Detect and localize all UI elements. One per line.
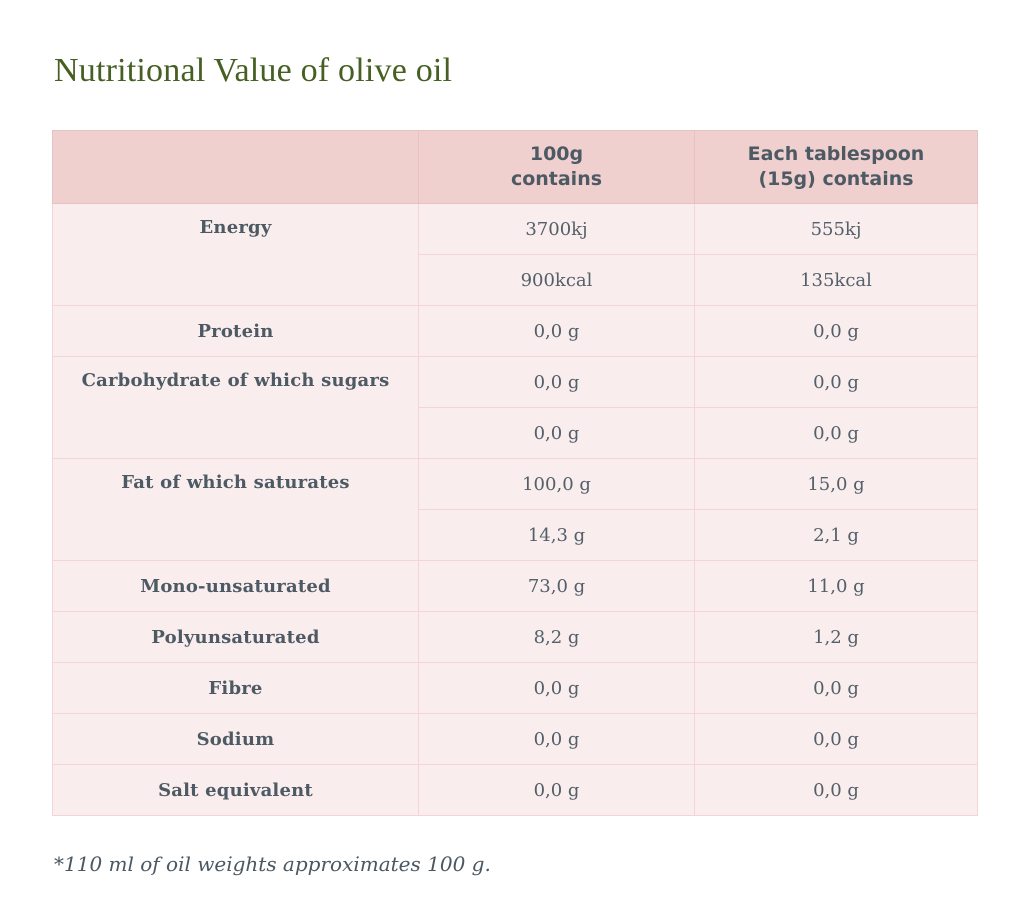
table-header-row: 100g contains Each tablespoon (15g) cont… bbox=[52, 130, 978, 204]
energy-tbsp-kj: 555kj bbox=[694, 203, 978, 255]
mono-tbsp: 11,0 g bbox=[694, 560, 978, 612]
row-label-carbohydrate: Carbohydrate of which sugars bbox=[52, 356, 419, 459]
table-row-protein: Protein 0,0 g 0,0 g bbox=[52, 305, 978, 357]
header-tablespoon-line2: (15g) contains bbox=[758, 168, 914, 190]
header-100g-line2: contains bbox=[510, 168, 603, 190]
protein-100g: 0,0 g bbox=[418, 305, 695, 357]
table-row-carbohydrate-sugars: 0,0 g 0,0 g bbox=[53, 407, 978, 459]
fat-saturates-tbsp: 2,1 g bbox=[694, 509, 978, 561]
table-row-salt: Salt equivalent 0,0 g 0,0 g bbox=[52, 764, 978, 816]
table-row-fat-saturates: 14,3 g 2,1 g bbox=[53, 509, 978, 561]
row-label-energy: Energy bbox=[52, 203, 419, 306]
poly-tbsp: 1,2 g bbox=[694, 611, 978, 663]
fat-tbsp: 15,0 g bbox=[694, 458, 978, 510]
table-row-sodium: Sodium 0,0 g 0,0 g bbox=[52, 713, 978, 765]
nutrition-table: 100g contains Each tablespoon (15g) cont… bbox=[52, 130, 978, 816]
header-100g-line1: 100g bbox=[529, 142, 584, 165]
footnote: *110 ml of oil weights approximates 100 … bbox=[54, 852, 491, 876]
carb-100g: 0,0 g bbox=[418, 356, 695, 408]
energy-100g-kcal: 900kcal bbox=[418, 254, 695, 306]
energy-100g-kj: 3700kj bbox=[418, 203, 695, 255]
protein-tbsp: 0,0 g bbox=[694, 305, 978, 357]
fibre-100g: 0,0 g bbox=[418, 662, 695, 714]
page-title: Nutritional Value of olive oil bbox=[54, 52, 453, 89]
row-label-monounsaturated: Mono-unsaturated bbox=[52, 560, 419, 612]
carb-tbsp: 0,0 g bbox=[694, 356, 978, 408]
table-row-fat: Fat of which saturates 100,0 g 15,0 g bbox=[52, 458, 978, 561]
salt-tbsp: 0,0 g bbox=[694, 764, 978, 816]
row-label-protein: Protein bbox=[52, 305, 419, 357]
mono-100g: 73,0 g bbox=[418, 560, 695, 612]
energy-tbsp-kcal: 135kcal bbox=[694, 254, 978, 306]
fat-saturates-100g: 14,3 g bbox=[418, 509, 695, 561]
header-tablespoon-line1: Each tablespoon bbox=[747, 142, 925, 165]
table-row-fibre: Fibre 0,0 g 0,0 g bbox=[52, 662, 978, 714]
carb-sugars-tbsp: 0,0 g bbox=[694, 407, 978, 459]
table-row-energy: Energy 3700kj 555kj bbox=[52, 203, 978, 306]
header-100g-cell: 100g contains bbox=[418, 130, 695, 204]
carb-sugars-100g: 0,0 g bbox=[418, 407, 695, 459]
row-label-fibre: Fibre bbox=[52, 662, 419, 714]
row-label-sodium: Sodium bbox=[52, 713, 419, 765]
header-blank-cell bbox=[52, 130, 419, 204]
table-row-polyunsaturated: Polyunsaturated 8,2 g 1,2 g bbox=[52, 611, 978, 663]
sodium-100g: 0,0 g bbox=[418, 713, 695, 765]
row-label-salt: Salt equivalent bbox=[52, 764, 419, 816]
fibre-tbsp: 0,0 g bbox=[694, 662, 978, 714]
table-row-monounsaturated: Mono-unsaturated 73,0 g 11,0 g bbox=[52, 560, 978, 612]
poly-100g: 8,2 g bbox=[418, 611, 695, 663]
salt-100g: 0,0 g bbox=[418, 764, 695, 816]
row-label-polyunsaturated: Polyunsaturated bbox=[52, 611, 419, 663]
sodium-tbsp: 0,0 g bbox=[694, 713, 978, 765]
row-label-fat: Fat of which saturates bbox=[52, 458, 419, 561]
table-row-energy-kcal: 900kcal 135kcal bbox=[53, 254, 978, 306]
fat-100g: 100,0 g bbox=[418, 458, 695, 510]
header-tablespoon-cell: Each tablespoon (15g) contains bbox=[694, 130, 978, 204]
table-row-carbohydrate: Carbohydrate of which sugars 0,0 g 0,0 g bbox=[52, 356, 978, 459]
